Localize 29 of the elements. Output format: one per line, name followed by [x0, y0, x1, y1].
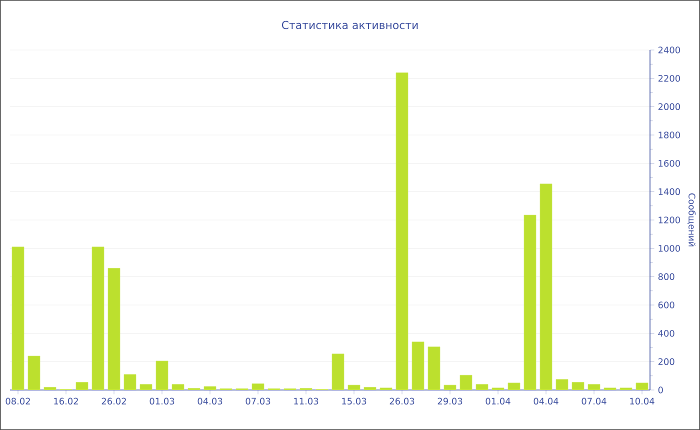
x-tick-label: 10.04 — [630, 398, 654, 405]
x-tick-label: 04.04 — [534, 398, 558, 405]
x-tick-label: 07.04 — [582, 398, 606, 405]
x-tick-label: 15.03 — [342, 398, 366, 405]
y-tick-label: 0 — [658, 386, 663, 394]
y-tick-label: 1000 — [658, 244, 680, 252]
y-tick-label: 1400 — [658, 188, 680, 196]
x-tick-label: 11.03 — [294, 398, 318, 405]
x-tick-label: 04.03 — [198, 398, 222, 405]
y-tick-label: 400 — [658, 330, 674, 337]
x-tick-label: 08.02 — [6, 398, 30, 405]
y-tick-label: 2200 — [658, 74, 680, 82]
y-tick-label: 1200 — [658, 216, 680, 224]
chart-title: Статистика активности — [282, 20, 418, 30]
y-tick-label: 600 — [658, 302, 674, 308]
x-tick-label: 16.02 — [54, 398, 78, 405]
y-tick-label: 200 — [658, 358, 674, 366]
y-tick-label: 2400 — [658, 46, 680, 54]
y-tick-label: 800 — [658, 273, 674, 280]
x-tick-label: 01.03 — [150, 398, 174, 405]
y-tick-label: 1600 — [658, 160, 680, 167]
x-tick-label: 29.03 — [438, 398, 462, 405]
x-tick-label: 26.03 — [390, 398, 414, 405]
x-tick-label: 07.03 — [246, 398, 270, 405]
y-axis-title: Сообщений — [687, 193, 696, 246]
x-tick-label: 01.04 — [486, 398, 510, 405]
y-tick-label: 2000 — [658, 103, 680, 110]
y-tick-label: 1800 — [658, 132, 680, 138]
x-tick-label: 26.02 — [102, 398, 126, 405]
